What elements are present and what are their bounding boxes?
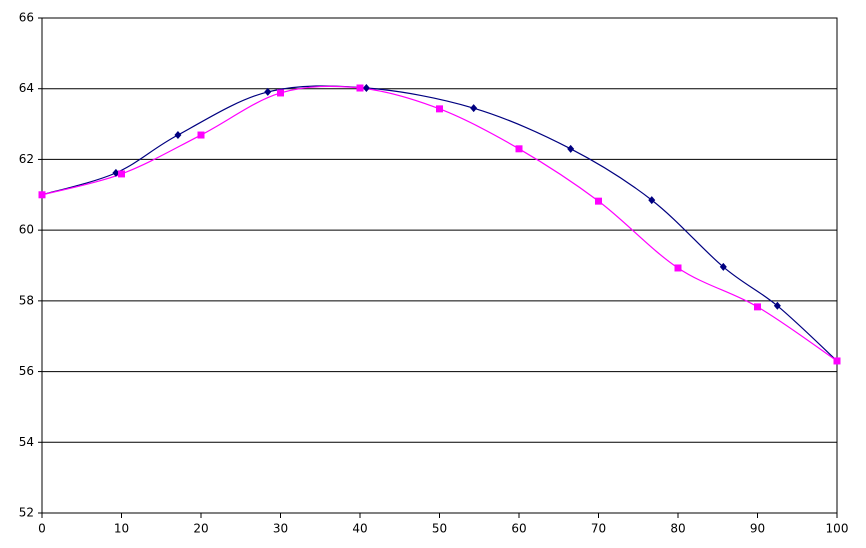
marker (833, 357, 841, 365)
marker (362, 84, 370, 93)
y-tick-label: 54 (19, 435, 34, 449)
x-tick-label: 30 (273, 522, 288, 536)
marker (264, 87, 272, 96)
x-tick-label: 80 (670, 522, 685, 536)
y-tick-label: 52 (19, 506, 34, 520)
y-tick-label: 64 (19, 81, 34, 95)
marker (112, 168, 120, 177)
y-tick-label: 58 (19, 293, 34, 307)
marker (648, 196, 656, 205)
y-tick-label: 66 (19, 11, 34, 25)
marker (356, 84, 364, 92)
marker (754, 303, 761, 311)
x-tick-label: 10 (114, 522, 129, 536)
x-tick-label: 90 (750, 522, 765, 536)
marker (436, 105, 443, 113)
x-tick-label: 40 (352, 522, 367, 536)
marker (567, 144, 575, 153)
y-tick-label: 56 (19, 364, 34, 378)
marker (38, 191, 46, 199)
marker (719, 262, 727, 271)
x-tick-label: 70 (591, 522, 606, 536)
marker (174, 131, 182, 140)
y-tick-label: 60 (19, 223, 34, 237)
marker (118, 170, 125, 178)
marker (674, 264, 682, 272)
x-tick-label: 100 (826, 522, 849, 536)
x-tick-label: 50 (432, 522, 447, 536)
plot-area (41, 17, 838, 514)
marker (197, 131, 205, 139)
x-tick-label: 0 (38, 522, 46, 536)
marker (277, 89, 284, 97)
marker (773, 301, 781, 310)
marker (595, 197, 602, 205)
marker (515, 145, 523, 153)
y-tick-label: 62 (19, 152, 34, 166)
marker (470, 104, 478, 113)
x-tick-label: 20 (193, 522, 208, 536)
x-tick-label: 60 (511, 522, 526, 536)
